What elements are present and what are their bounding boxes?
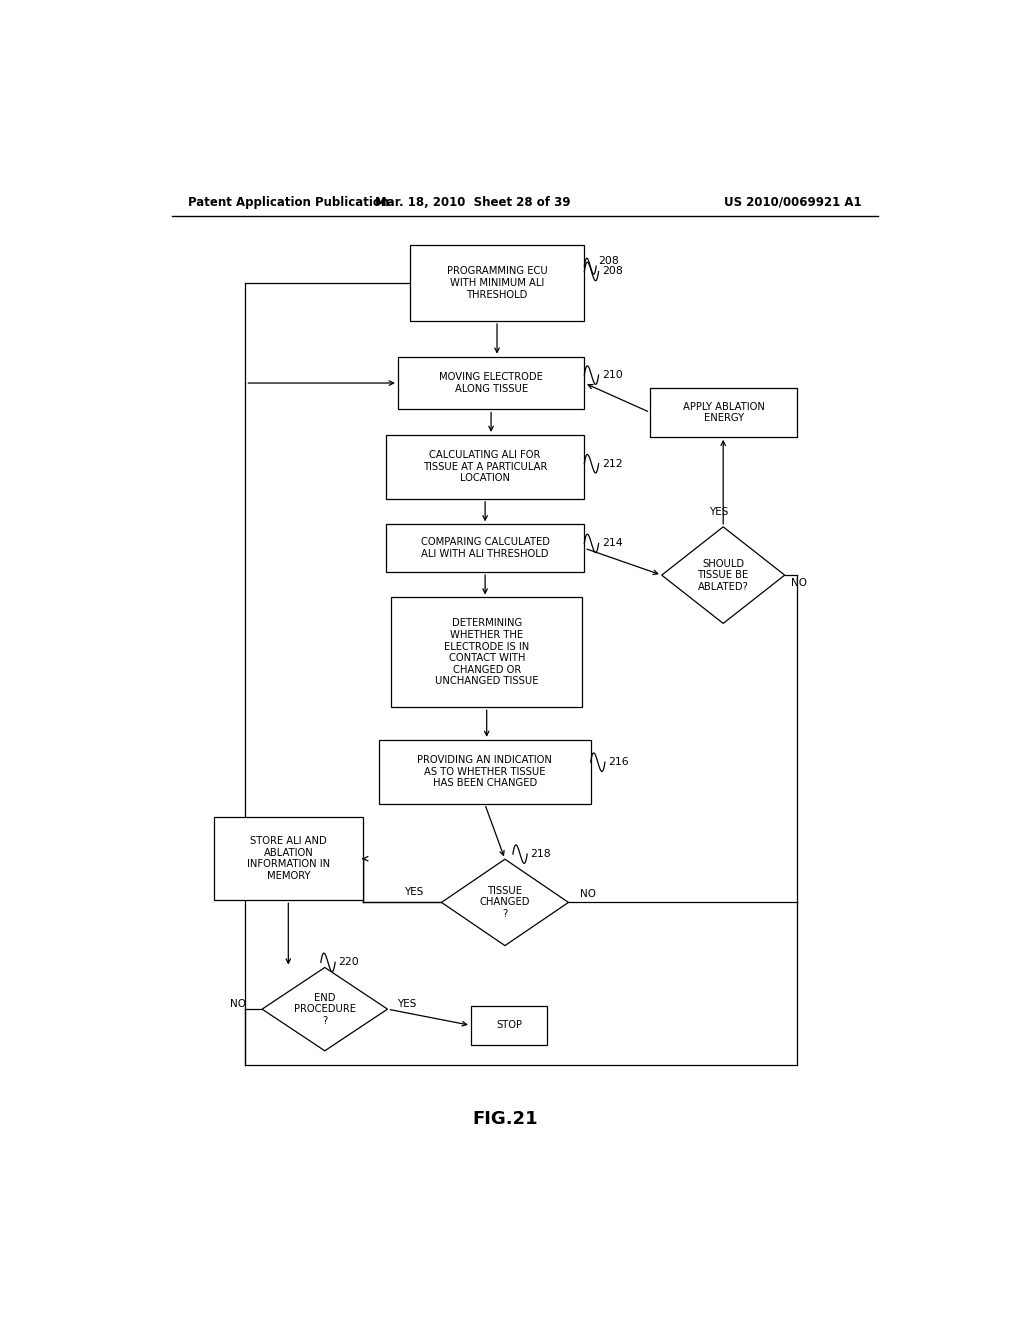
Text: YES: YES: [397, 999, 417, 1008]
Text: STORE ALI AND
ABLATION
INFORMATION IN
MEMORY: STORE ALI AND ABLATION INFORMATION IN ME…: [247, 837, 330, 880]
Text: APPLY ABLATION
ENERGY: APPLY ABLATION ENERGY: [683, 401, 765, 424]
FancyBboxPatch shape: [391, 598, 582, 708]
FancyBboxPatch shape: [379, 739, 591, 804]
Text: END
PROCEDURE
?: END PROCEDURE ?: [294, 993, 355, 1026]
Text: 208: 208: [602, 267, 623, 276]
Polygon shape: [662, 527, 784, 623]
FancyBboxPatch shape: [471, 1006, 547, 1044]
Polygon shape: [441, 859, 568, 945]
Text: STOP: STOP: [496, 1020, 522, 1031]
Text: 216: 216: [608, 758, 629, 767]
FancyBboxPatch shape: [386, 434, 585, 499]
Text: COMPARING CALCULATED
ALI WITH ALI THRESHOLD: COMPARING CALCULATED ALI WITH ALI THRESH…: [421, 537, 550, 558]
Text: NO: NO: [230, 999, 247, 1008]
FancyBboxPatch shape: [650, 388, 797, 437]
Text: YES: YES: [710, 507, 729, 516]
Text: NO: NO: [581, 890, 596, 899]
Text: FIG.21: FIG.21: [472, 1110, 538, 1127]
FancyBboxPatch shape: [214, 817, 362, 900]
Text: PROVIDING AN INDICATION
AS TO WHETHER TISSUE
HAS BEEN CHANGED: PROVIDING AN INDICATION AS TO WHETHER TI…: [418, 755, 552, 788]
Text: Patent Application Publication: Patent Application Publication: [187, 195, 389, 209]
Text: NO: NO: [792, 578, 807, 589]
Text: SHOULD
TISSUE BE
ABLATED?: SHOULD TISSUE BE ABLATED?: [697, 558, 749, 591]
Text: MOVING ELECTRODE
ALONG TISSUE: MOVING ELECTRODE ALONG TISSUE: [439, 372, 543, 393]
Text: DETERMINING
WHETHER THE
ELECTRODE IS IN
CONTACT WITH
CHANGED OR
UNCHANGED TISSUE: DETERMINING WHETHER THE ELECTRODE IS IN …: [435, 618, 539, 686]
Text: CALCULATING ALI FOR
TISSUE AT A PARTICULAR
LOCATION: CALCULATING ALI FOR TISSUE AT A PARTICUL…: [423, 450, 547, 483]
FancyBboxPatch shape: [386, 524, 585, 572]
Text: 214: 214: [602, 539, 623, 548]
Text: 212: 212: [602, 458, 623, 469]
Polygon shape: [262, 968, 387, 1051]
Text: YES: YES: [404, 887, 423, 898]
Text: TISSUE
CHANGED
?: TISSUE CHANGED ?: [479, 886, 530, 919]
Text: 210: 210: [602, 370, 623, 380]
Text: 218: 218: [530, 849, 551, 859]
Text: US 2010/0069921 A1: US 2010/0069921 A1: [724, 195, 862, 209]
Text: 208: 208: [599, 256, 620, 267]
Text: PROGRAMMING ECU
WITH MINIMUM ALI
THRESHOLD: PROGRAMMING ECU WITH MINIMUM ALI THRESHO…: [446, 267, 548, 300]
Text: 220: 220: [338, 957, 359, 968]
Text: Mar. 18, 2010  Sheet 28 of 39: Mar. 18, 2010 Sheet 28 of 39: [376, 195, 571, 209]
FancyBboxPatch shape: [397, 356, 585, 409]
FancyBboxPatch shape: [410, 244, 585, 321]
